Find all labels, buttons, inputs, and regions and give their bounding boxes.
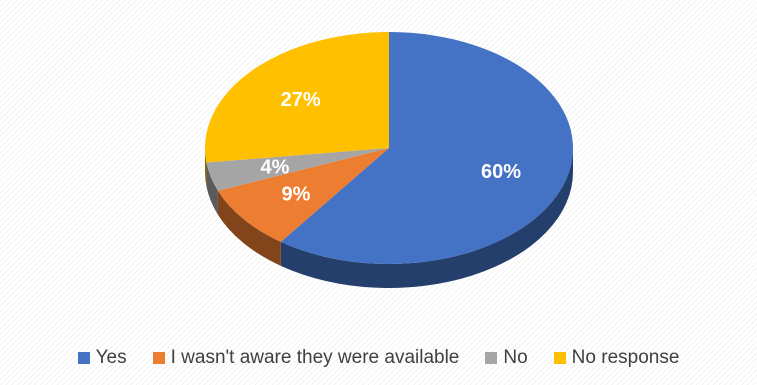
legend-swatch-no — [485, 351, 498, 364]
data-label-no-response: 27% — [281, 89, 321, 111]
legend-label-yes: Yes — [95, 346, 127, 368]
legend-item-not-aware: I wasn't aware they were available — [152, 346, 460, 369]
pie-side-walls — [205, 148, 573, 289]
pie-side-no — [206, 162, 218, 215]
pie-side-no-response — [205, 148, 207, 187]
legend-swatch-no-response — [553, 351, 566, 364]
legend-label-no-response: No response — [571, 346, 680, 368]
data-label-not-aware: 9% — [281, 184, 310, 206]
pie-chart-plot: 60% 9% 4% 27% — [204, 32, 573, 289]
legend-item-yes: Yes — [77, 346, 127, 369]
legend-item-no-response: No response — [553, 346, 680, 369]
legend-label-not-aware: I wasn't aware they were available — [170, 346, 460, 368]
pie-slice-no-response — [204, 32, 389, 163]
pie-side-not-aware — [217, 190, 281, 266]
legend-item-no: No — [485, 346, 528, 369]
data-label-yes: 60% — [481, 161, 521, 183]
pie-side-yes — [280, 148, 573, 289]
legend-label-no: No — [503, 346, 528, 368]
pie-slice-not-aware — [217, 148, 389, 242]
legend-swatch-yes — [77, 351, 90, 364]
data-label-no: 4% — [260, 156, 289, 178]
legend-swatch-not-aware — [152, 351, 165, 364]
pie-slice-no — [206, 148, 389, 191]
pie-slice-yes — [280, 32, 573, 264]
chart-legend: Yes I wasn't aware they were available N… — [0, 330, 757, 385]
